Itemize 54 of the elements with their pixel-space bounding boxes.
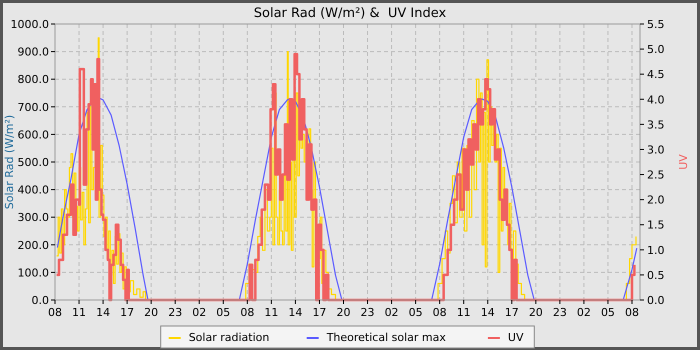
x-tick-label: 23	[360, 306, 375, 319]
x-tick-label: 08	[624, 306, 639, 319]
x-tick-label: 11	[456, 306, 471, 319]
x-tick-label: 20	[144, 306, 158, 319]
x-tick-label: 23	[552, 306, 567, 319]
x-tick-label: 11	[72, 306, 86, 319]
x-tick-label: 08	[48, 306, 62, 319]
y-tick-label: 0.0	[32, 294, 49, 307]
legend-label: Theoretical solar max	[326, 331, 446, 344]
y-tick-label: 300.0	[18, 211, 49, 224]
x-tick-label: 05	[216, 306, 230, 319]
x-tick-label: 20	[336, 306, 350, 319]
y-tick-label: 400.0	[18, 184, 49, 197]
x-tick-label: 08	[432, 306, 447, 319]
x-tick-label: 17	[504, 306, 519, 319]
y-axis-title: Solar Rad (W/m²)	[3, 114, 16, 210]
legend-label: Solar radiation	[188, 331, 270, 344]
y2-tick-label: 5.0	[647, 43, 664, 56]
y2-tick-label: 1.0	[647, 244, 664, 257]
y2-tick-label: 3.0	[647, 143, 664, 156]
y-tick-label: 200.0	[18, 238, 49, 252]
x-tick-label: 05	[408, 306, 423, 319]
x-tick-label: 17	[312, 306, 326, 319]
x-tick-label: 08	[240, 306, 254, 319]
x-tick-label: 11	[264, 306, 278, 319]
y-tick-label: 900.0	[18, 46, 49, 59]
y-tick-label: 600.0	[18, 128, 49, 142]
x-tick-label: 14	[96, 306, 110, 319]
y-tick-label: 700.0	[18, 100, 49, 114]
legend-label: UV	[508, 331, 524, 344]
y2-tick-label: 4.5	[647, 68, 664, 82]
x-tick-label: 23	[168, 306, 182, 319]
y2-tick-label: 1.5	[647, 218, 664, 232]
chart-title: Solar Rad (W/m²) & UV Index	[254, 6, 447, 21]
x-tick-label: 02	[384, 306, 399, 319]
x-tick-label: 14	[480, 306, 495, 319]
y2-tick-label: 0.0	[647, 294, 664, 307]
x-tick-label: 02	[576, 306, 591, 319]
y2-tick-label: 2.5	[647, 168, 664, 182]
x-tick-label: 17	[120, 306, 134, 319]
y2-tick-label: 0.5	[647, 268, 664, 282]
y2-tick-label: 2.0	[647, 194, 664, 207]
y-tick-label: 1000.0	[10, 18, 49, 31]
x-tick-label: 05	[600, 306, 615, 319]
y2-tick-label: 3.5	[647, 118, 664, 132]
y2-tick-label: 4.0	[647, 93, 664, 106]
y2-axis-title: UV	[677, 154, 690, 170]
x-tick-label: 20	[528, 306, 543, 319]
y-tick-label: 500.0	[18, 156, 49, 169]
y-tick-label: 800.0	[18, 73, 49, 86]
x-tick-label: 02	[192, 306, 206, 319]
y2-tick-label: 5.5	[647, 18, 664, 31]
x-tick-label: 14	[288, 306, 302, 319]
y-tick-label: 100.0	[18, 266, 49, 280]
